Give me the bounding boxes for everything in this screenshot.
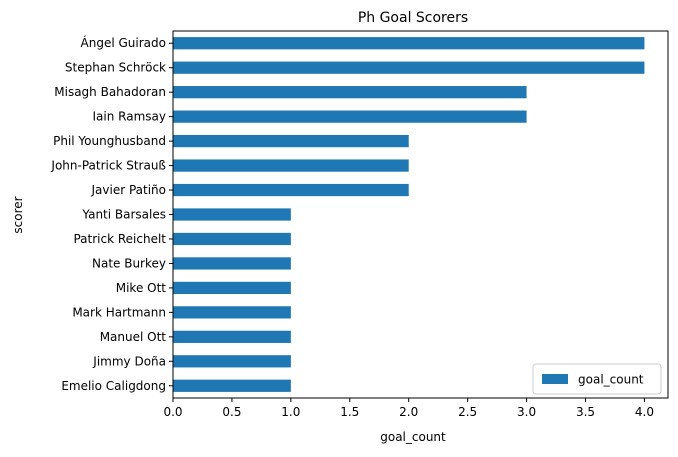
y-tick-label: Patrick Reichelt <box>73 232 166 246</box>
bar <box>173 306 291 319</box>
y-tick-label: Ángel Guirado <box>81 35 166 50</box>
x-tick-label: 2.0 <box>399 405 418 419</box>
x-tick-label: 2.5 <box>458 405 477 419</box>
bars-layer <box>173 37 645 392</box>
x-tick-label: 3.5 <box>576 405 595 419</box>
bar <box>173 110 527 123</box>
x-tick-label: 0.5 <box>222 405 241 419</box>
y-tick-label: Iain Ramsay <box>93 110 166 124</box>
y-tick-label: Mike Ott <box>116 281 167 295</box>
bar <box>173 183 409 197</box>
bar <box>173 37 645 50</box>
legend-frame <box>532 363 662 395</box>
bar <box>173 257 291 270</box>
x-axis-label: goal_count <box>380 430 446 444</box>
legend: goal_count <box>532 363 662 395</box>
y-axis-label: scorer <box>11 196 25 233</box>
bar <box>173 208 291 221</box>
x-tick-label: 1.0 <box>281 405 300 419</box>
legend-label: goal_count <box>578 373 644 387</box>
bar <box>173 379 291 392</box>
y-tick-label: Misagh Bahadoran <box>54 85 166 99</box>
chart-title: Ph Goal Scorers <box>358 10 468 26</box>
y-tick-label: Emelio Caligdong <box>61 379 166 393</box>
x-tick-label: 4.0 <box>635 405 654 419</box>
y-tick-label: John-Patrick Strauß <box>50 159 166 173</box>
bar <box>173 355 291 368</box>
bar <box>173 330 291 343</box>
y-tick-label: Yanti Barsales <box>81 208 166 222</box>
legend-swatch <box>542 374 568 384</box>
x-tick-label: 0.0 <box>163 405 182 419</box>
ticks-layer: Ángel Guirado Stephan Schröck Misagh Bahad… <box>50 35 654 419</box>
y-tick-label: Manuel Ott <box>100 330 167 344</box>
y-tick-label: Phil Younghusband <box>53 134 166 148</box>
bar <box>173 281 291 295</box>
bar <box>173 159 409 172</box>
y-tick-label: Mark Hartmann <box>72 305 166 319</box>
y-tick-label: Jimmy Doña <box>92 354 166 368</box>
x-tick-label: 1.5 <box>340 405 359 419</box>
bar <box>173 134 409 148</box>
y-tick-label: Stephan Schröck <box>65 61 166 75</box>
bar <box>173 232 291 246</box>
y-tick-label: Nate Burkey <box>92 256 166 270</box>
bar <box>173 61 645 74</box>
bar <box>173 86 527 99</box>
y-tick-label: Javier Patiño <box>91 183 167 197</box>
x-tick-label: 3.0 <box>517 405 536 419</box>
